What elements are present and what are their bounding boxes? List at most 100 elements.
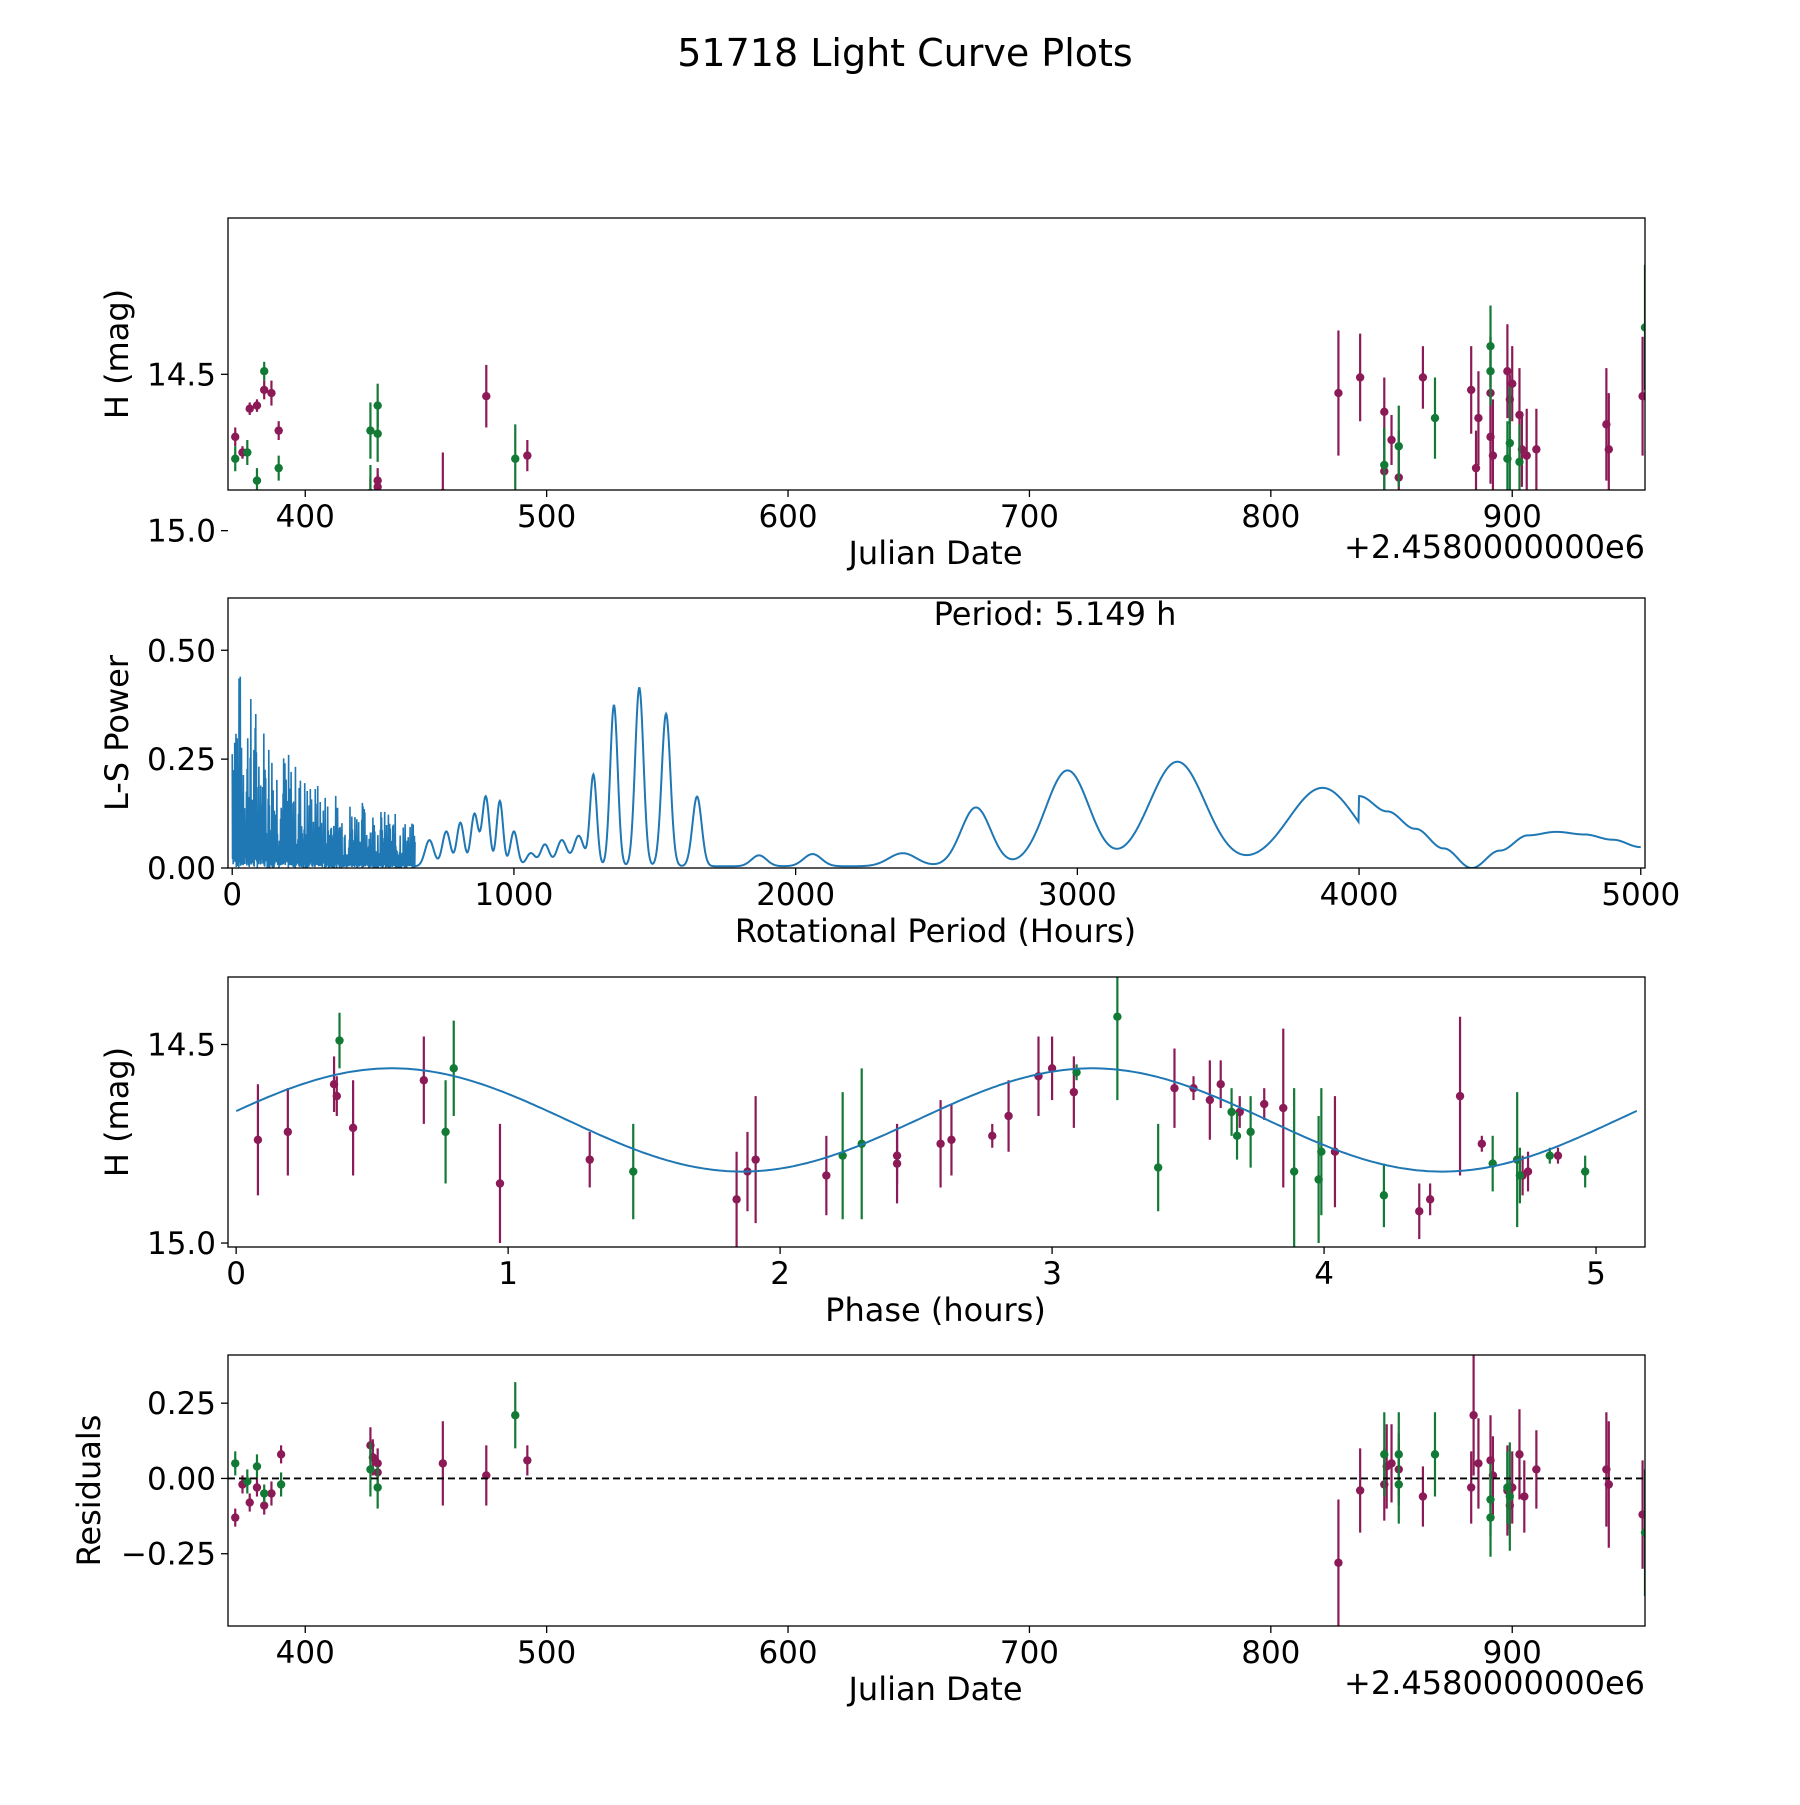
residuals-panel: 400 500 600 700 800 900 0.25 0.00 −0.25 Julian Da… <box>70 1354 1646 1708</box>
y-tick-label: 0.00 <box>147 1461 216 1497</box>
y-tick-label: 14.5 <box>147 1028 216 1064</box>
x-tick-label: 700 <box>1000 499 1059 535</box>
data-point <box>274 463 283 473</box>
data-point <box>335 1036 344 1045</box>
data-point <box>1387 435 1396 445</box>
data-point <box>511 454 520 463</box>
data-point <box>373 401 382 410</box>
green-series <box>335 977 1590 1247</box>
data-point <box>1380 1450 1389 1459</box>
data-point <box>1418 1492 1428 1501</box>
data-point <box>1289 1167 1299 1176</box>
data-point <box>1469 1411 1478 1420</box>
figure-title: 51718 Light Curve Plots <box>677 31 1132 75</box>
x-tick-label: 400 <box>276 499 335 535</box>
x-offset-label: +2.4580000000e6 <box>1344 528 1645 566</box>
data-point <box>252 1483 262 1492</box>
x-tick-label: 900 <box>1483 1635 1542 1671</box>
y-axis-label: Residuals <box>70 1415 108 1567</box>
x-tick-label: 500 <box>517 499 576 535</box>
y-axis-label: H (mag) <box>98 1047 136 1177</box>
data-point <box>252 476 262 485</box>
data-layer <box>231 676 1641 868</box>
x-tick-label: 3000 <box>1038 877 1117 913</box>
lightcurve-panel: 400 500 600 700 800 900 15.0 14.5 Julian Date H (… <box>98 217 1646 572</box>
data-point <box>373 429 382 438</box>
data-point <box>1486 1495 1495 1504</box>
data-point <box>419 1076 429 1085</box>
x-axis-label: Rotational Period (Hours) <box>735 912 1136 950</box>
periodogram-panel: Period: 5.149 h 0 1000 2000 3000 4000 5000 0.00… <box>98 595 1680 950</box>
data-point <box>629 1167 638 1176</box>
period-annotation: Period: 5.149 h <box>934 595 1177 633</box>
fit-curve <box>235 1067 1638 1173</box>
y-tick-label: 0.25 <box>147 1386 216 1422</box>
data-point <box>1515 1450 1524 1459</box>
data-point <box>274 426 283 435</box>
data-point <box>1532 1465 1541 1474</box>
data-point <box>276 1480 286 1489</box>
data-point <box>1515 1171 1525 1180</box>
data-point <box>1486 341 1495 351</box>
periodogram-dense <box>231 676 416 868</box>
data-point <box>1394 442 1403 451</box>
data-layer <box>235 977 1638 1247</box>
data-point <box>449 1064 458 1073</box>
data-point <box>260 1501 269 1510</box>
magenta-series <box>253 1016 1563 1247</box>
data-point <box>245 1498 254 1507</box>
data-point <box>732 1195 741 1204</box>
data-point <box>495 1179 505 1188</box>
data-point <box>267 1489 276 1498</box>
x-tick-label: 3 <box>1042 1256 1062 1292</box>
data-point <box>1334 1558 1343 1567</box>
data-point <box>892 1159 902 1168</box>
data-point <box>1505 438 1515 448</box>
data-point <box>482 392 491 401</box>
data-point <box>243 1477 252 1486</box>
data-point <box>1515 457 1524 467</box>
data-point <box>482 1471 491 1480</box>
data-point <box>276 1450 286 1459</box>
x-tick-label: 1 <box>498 1256 518 1292</box>
x-tick-label: 800 <box>1241 499 1300 535</box>
data-point <box>1474 413 1483 423</box>
y-tick-label: 15.0 <box>147 514 216 550</box>
data-point <box>523 451 532 460</box>
data-point <box>373 476 382 485</box>
y-tick-label: −0.25 <box>121 1537 216 1573</box>
data-point <box>751 1155 760 1164</box>
data-point <box>947 1135 956 1144</box>
data-point <box>1580 1167 1590 1176</box>
data-point <box>1455 1091 1465 1101</box>
data-layer <box>231 1355 1645 1626</box>
data-point <box>1430 413 1440 423</box>
data-point <box>1604 1480 1613 1489</box>
data-point <box>1638 392 1645 401</box>
data-point <box>1466 385 1476 395</box>
data-point <box>366 426 375 435</box>
x-axis-label: Julian Date <box>846 1670 1022 1708</box>
data-point <box>267 388 276 398</box>
data-point <box>523 1456 532 1465</box>
data-point <box>1072 1068 1081 1077</box>
data-point <box>366 505 374 513</box>
data-point <box>231 1513 240 1522</box>
axes-frame <box>227 976 1646 1248</box>
x-offset-label: +2.4580000000e6 <box>1344 1664 1645 1702</box>
data-point <box>1355 373 1365 382</box>
data-point <box>243 448 252 457</box>
data-point <box>1227 1107 1236 1117</box>
data-point <box>988 1131 997 1141</box>
x-tick-label: 700 <box>1000 1635 1059 1671</box>
data-point <box>253 1135 263 1144</box>
phased-panel: 0 1 2 3 4 5 15.0 14.5 Phase (hours) H (mag) <box>98 976 1646 1329</box>
data-point <box>438 1459 448 1468</box>
data-point <box>1205 1095 1215 1105</box>
data-point <box>936 1139 945 1148</box>
data-layer <box>231 264 1645 513</box>
data-point <box>1545 1151 1555 1160</box>
green-series <box>231 264 1645 490</box>
y-tick-label: 0.25 <box>147 742 216 778</box>
